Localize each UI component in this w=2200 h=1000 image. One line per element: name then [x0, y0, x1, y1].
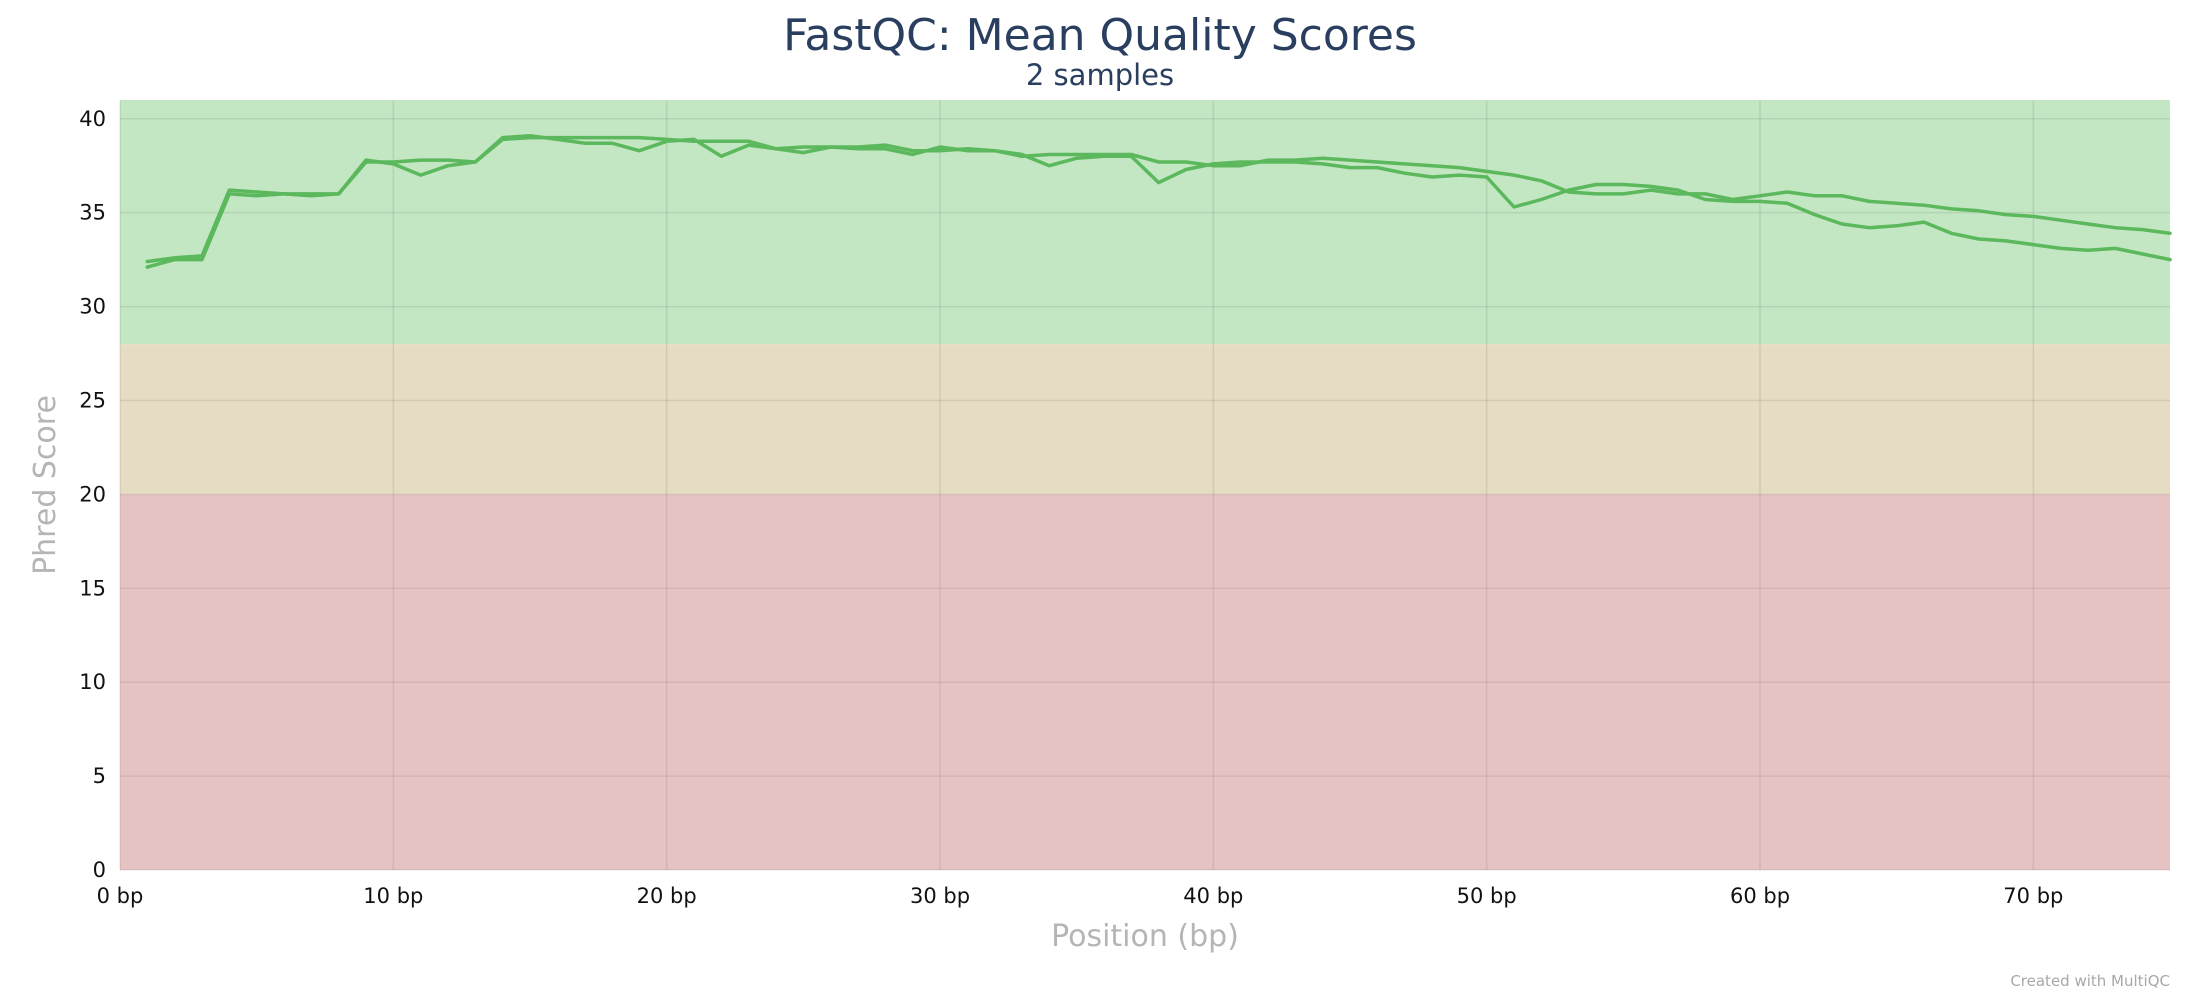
- quality-band-0: [120, 100, 2170, 345]
- y-tick-labels: 0 5 10 15 20 25 30 35 40: [79, 107, 106, 882]
- series-lines: [145, 133, 2172, 269]
- y-tick-label: 35: [79, 201, 106, 225]
- x-tick-label: 50 bp: [1457, 884, 1517, 908]
- quality-band-2: [120, 494, 2170, 870]
- y-tick-label: 15: [79, 576, 106, 600]
- y-tick-label: 30: [79, 295, 106, 319]
- chart-subtitle: 2 samples: [1026, 58, 1174, 92]
- x-tick-label: 40 bp: [1183, 884, 1243, 908]
- y-tick-label: 5: [93, 764, 106, 788]
- y-axis-title: Phred Score: [28, 395, 63, 575]
- grid-lines: [119, 100, 2170, 871]
- x-tick-label: 10 bp: [363, 884, 423, 908]
- y-tick-label: 0: [93, 858, 106, 882]
- x-tick-label: 70 bp: [2003, 884, 2063, 908]
- quality-bands: [120, 100, 2170, 870]
- x-tick-label: 60 bp: [1730, 884, 1790, 908]
- x-tick-labels: 0 bp 10 bp 20 bp 30 bp 40 bp 50 bp 60 bp 70 bp: [97, 884, 2064, 908]
- chart-title: FastQC: Mean Quality Scores: [783, 10, 1417, 61]
- y-tick-label: 10: [79, 670, 106, 694]
- x-tick-label: 0 bp: [97, 884, 144, 908]
- series-line-2[interactable]: [145, 135, 2172, 269]
- quality-band-1: [120, 344, 2170, 495]
- y-tick-label: 25: [79, 388, 106, 412]
- y-tick-label: 20: [79, 482, 106, 506]
- credit-label: Created with MultiQC: [2010, 972, 2170, 990]
- x-axis-title: Position (bp): [1051, 919, 1239, 954]
- x-tick-label: 20 bp: [637, 884, 697, 908]
- y-tick-label: 40: [79, 107, 106, 131]
- x-tick-label: 30 bp: [910, 884, 970, 908]
